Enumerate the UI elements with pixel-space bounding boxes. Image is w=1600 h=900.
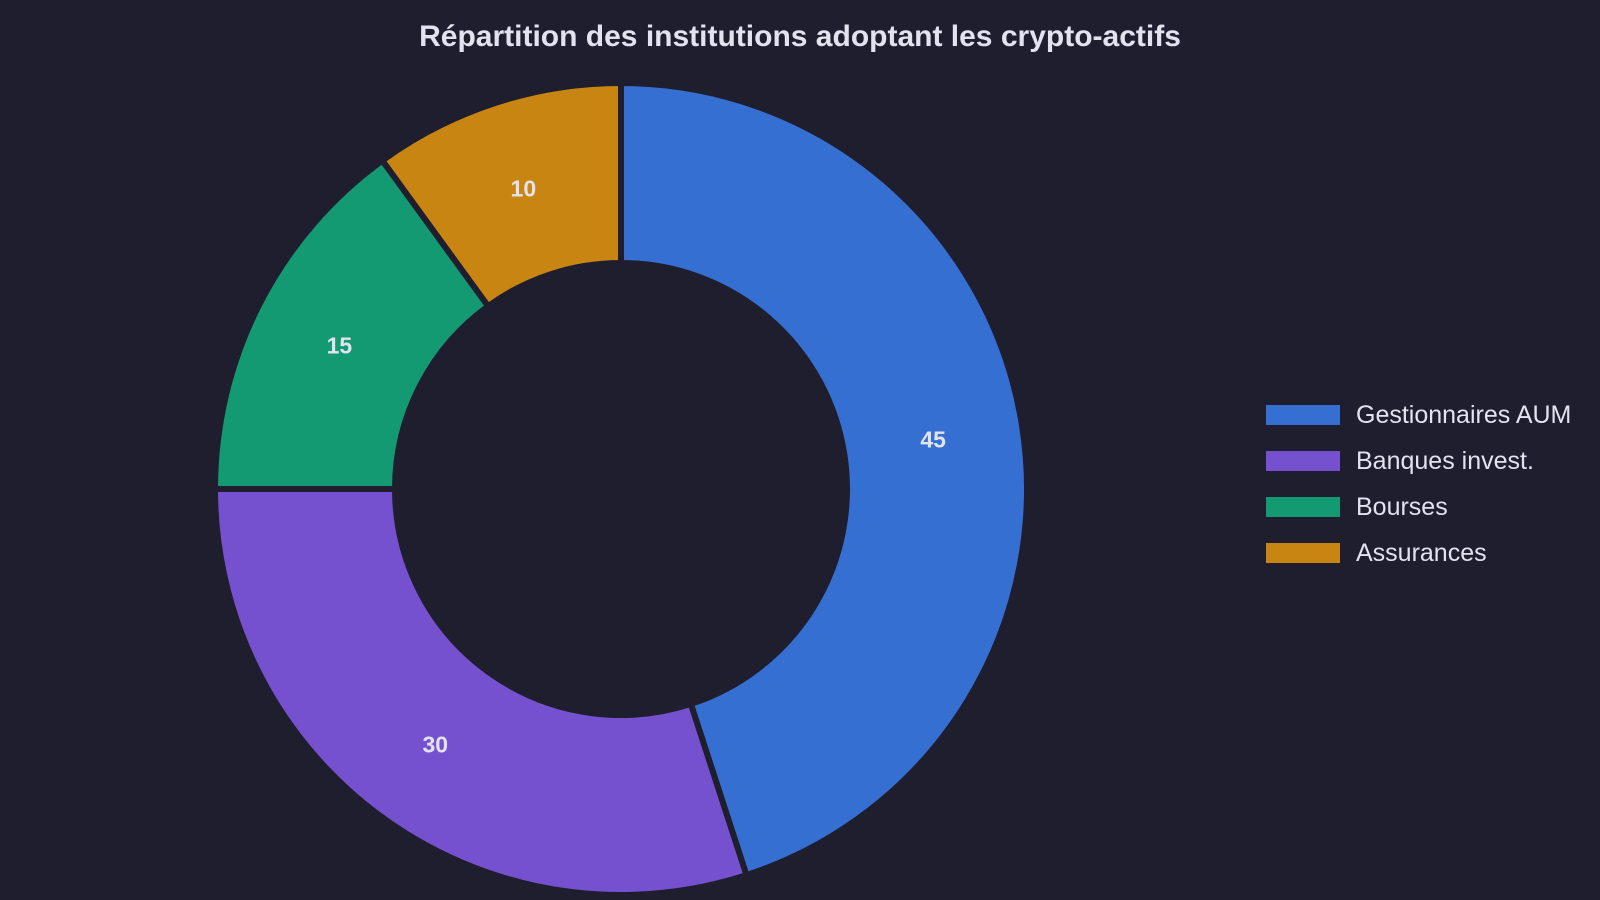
slice-value-label-assurances: 10 — [511, 175, 537, 201]
legend-item-assurances: Assurances — [1266, 538, 1571, 568]
legend-label: Bourses — [1356, 492, 1448, 521]
donut-slice-labels: 45 30 15 10 — [327, 175, 946, 757]
slice-value-label-bourses: 15 — [327, 333, 353, 359]
legend-swatch — [1266, 543, 1340, 563]
legend-swatch — [1266, 405, 1340, 425]
donut-slice-banques-invest — [211, 486, 751, 898]
legend-label: Gestionnaires AUM — [1356, 400, 1572, 429]
legend-label: Assurances — [1356, 538, 1487, 567]
chart-title: Répartition des institutions adoptant le… — [419, 20, 1181, 53]
legend-item-banques-invest: Banques invest. — [1266, 446, 1571, 476]
slice-value-label-banques-invest: 30 — [422, 732, 448, 758]
legend: Gestionnaires AUM Banques invest. Bourses A… — [1266, 400, 1571, 584]
legend-item-gestionnaires-aum: Gestionnaires AUM — [1266, 400, 1571, 430]
slice-value-label-gestionnaires-aum: 45 — [920, 427, 946, 453]
donut-slices — [211, 79, 1030, 898]
donut-slice-gestionnaires-aum — [618, 79, 1030, 879]
donut-slice-bourses — [211, 156, 493, 492]
legend-item-bourses: Bourses — [1266, 492, 1571, 522]
legend-swatch — [1266, 451, 1340, 471]
donut-slice-assurances — [378, 79, 624, 311]
legend-label: Banques invest. — [1356, 446, 1534, 475]
legend-swatch — [1266, 497, 1340, 517]
